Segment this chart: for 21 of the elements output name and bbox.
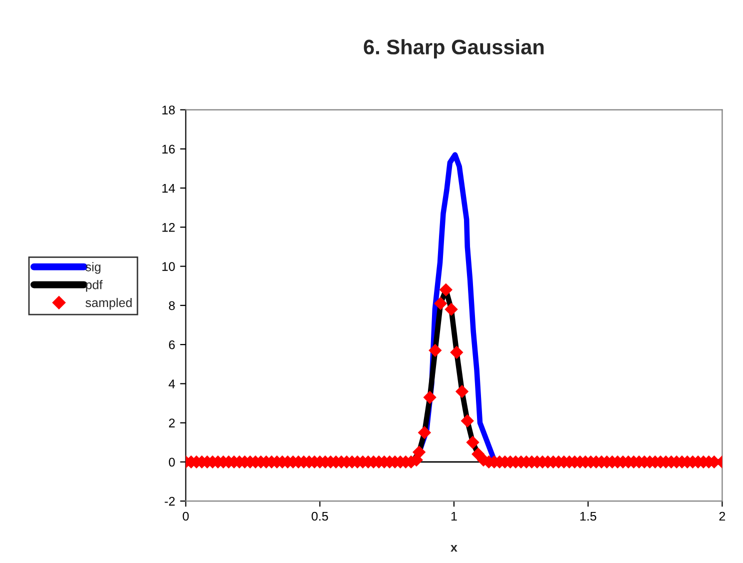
y-tick-label: 4 xyxy=(168,380,175,388)
x-tick-label: 1 xyxy=(451,512,457,521)
x-tick-label: 0.5 xyxy=(312,512,328,521)
x-tick-label: 1.5 xyxy=(580,512,596,521)
x-tick-label: 2 xyxy=(719,512,726,521)
x-tick-label: 0 xyxy=(182,512,189,521)
legend-label: sig xyxy=(86,262,100,274)
y-tick-label: 14 xyxy=(162,184,175,193)
x-axis-title: x xyxy=(450,545,458,552)
y-tick-label: 8 xyxy=(168,301,175,310)
y-tick-label: 6 xyxy=(169,340,175,350)
y-tick-label: 2 xyxy=(169,418,175,428)
y-tick-label: 16 xyxy=(162,144,175,154)
y-tick-label: -2 xyxy=(164,496,175,506)
y-tick-label: 0 xyxy=(168,458,175,467)
y-tick-label: 12 xyxy=(162,222,175,232)
y-tick-label: 10 xyxy=(162,262,175,271)
y-tick-label: 18 xyxy=(162,106,175,114)
chart-title: 6. Sharp Gaussian xyxy=(364,39,544,59)
legend-label: sampled xyxy=(86,298,132,310)
legend-label: pdf xyxy=(86,280,103,292)
